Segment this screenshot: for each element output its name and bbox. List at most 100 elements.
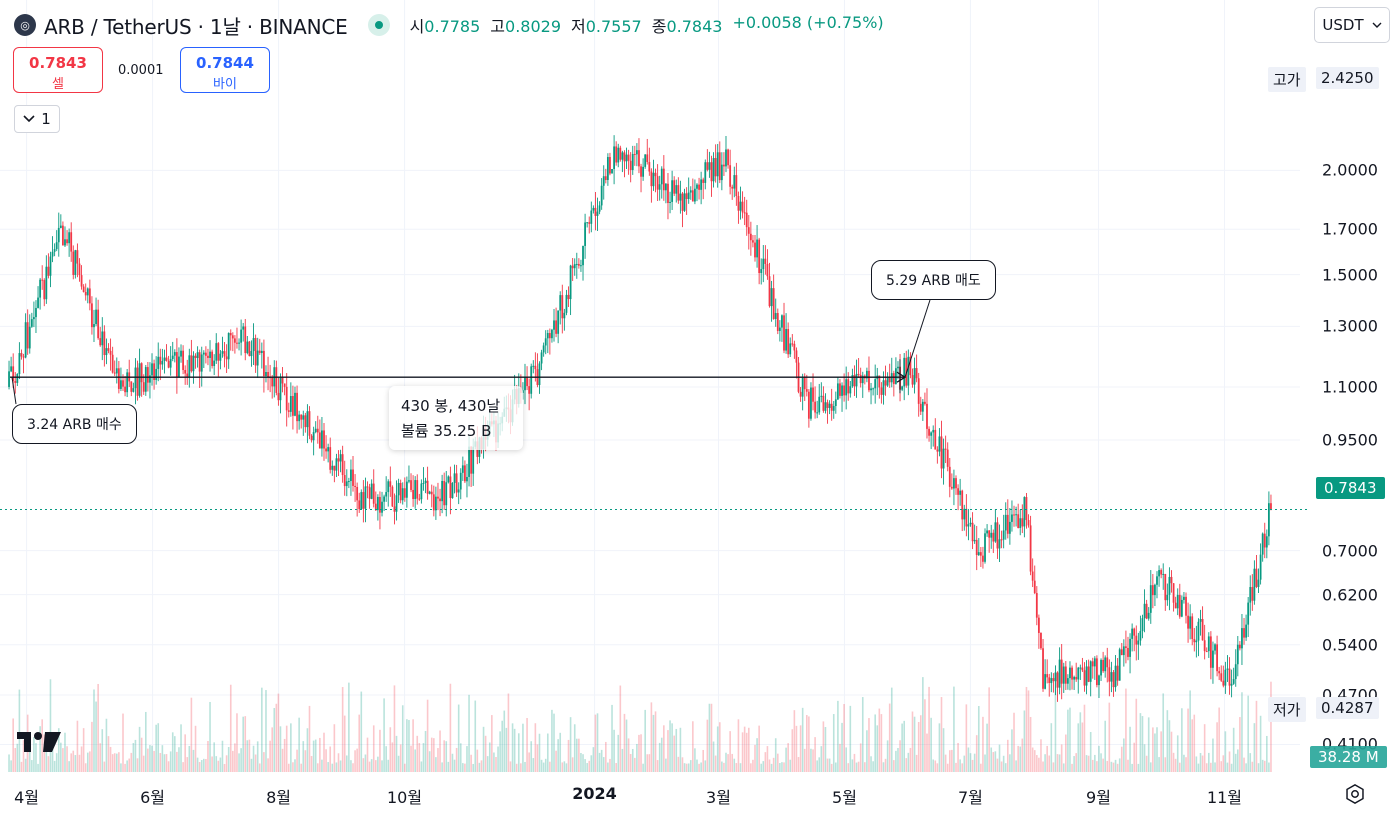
- volume-bar: [1253, 723, 1256, 772]
- tradingview-logo[interactable]: [17, 730, 63, 756]
- candle-body: [1075, 676, 1078, 680]
- volume-bar: [830, 763, 833, 772]
- candle-body: [683, 193, 686, 211]
- candle-body: [1197, 621, 1200, 641]
- volume-bar: [22, 740, 25, 772]
- volume-bar: [171, 732, 174, 772]
- candle-body: [861, 375, 864, 384]
- candle-body: [660, 168, 663, 185]
- candle-body: [1178, 594, 1181, 617]
- volume-bar: [358, 714, 361, 772]
- volume-bar: [443, 740, 445, 772]
- change-value: +0.0058 (+0.75%): [732, 13, 884, 32]
- volume-bar: [428, 751, 431, 772]
- volume-bar: [426, 699, 429, 772]
- volume-bar: [669, 720, 671, 772]
- candle-body: [153, 363, 155, 381]
- candle-body: [202, 352, 205, 355]
- buy-button[interactable]: 0.7844 바이: [180, 47, 270, 93]
- candle-body: [240, 329, 243, 343]
- sell-button[interactable]: 0.7843 셀: [13, 47, 103, 93]
- candle-body: [16, 374, 19, 383]
- volume-bar: [532, 758, 535, 772]
- candle-body: [26, 322, 29, 349]
- volume-bar: [671, 723, 673, 772]
- candle-body: [1168, 576, 1171, 595]
- volume-bar: [364, 754, 367, 772]
- volume-bar: [459, 743, 462, 772]
- buy-callout-pointer: [11, 377, 17, 405]
- volume-bar: [973, 753, 976, 772]
- volume-bar: [1058, 754, 1061, 772]
- candle-body: [787, 329, 790, 355]
- volume-bar: [1143, 744, 1146, 772]
- candle-body: [669, 201, 671, 204]
- open-label: 시: [409, 17, 425, 36]
- volume-bar: [930, 717, 932, 772]
- symbol-title[interactable]: ARB / TetherUS · 1날 · BINANCE: [44, 14, 348, 39]
- indicators-collapse-button[interactable]: 1: [14, 105, 60, 133]
- sell-annotation[interactable]: 5.29 ARB 매도: [871, 260, 996, 300]
- volume-bar: [254, 754, 257, 772]
- volume-info: 볼륨 35.25 B: [401, 422, 492, 440]
- volume-bar: [1075, 753, 1077, 772]
- candle-body: [584, 222, 586, 246]
- volume-bar: [1083, 704, 1086, 772]
- candle-body: [822, 395, 825, 411]
- candle-body: [940, 436, 943, 469]
- volume-bar: [886, 740, 889, 772]
- volume-bar: [1044, 754, 1046, 772]
- candle-body: [992, 532, 995, 542]
- candle-body: [39, 279, 42, 298]
- candle-body: [1199, 618, 1202, 622]
- volume-bar: [882, 762, 885, 772]
- candle-body: [430, 491, 433, 495]
- candle-body: [1154, 584, 1156, 596]
- gear-icon[interactable]: [1344, 783, 1366, 805]
- candle-body: [447, 476, 450, 483]
- candle-body: [35, 307, 37, 318]
- volume-bar: [868, 718, 870, 772]
- candle-body: [410, 480, 412, 490]
- volume-bar: [507, 693, 510, 772]
- volume-bar: [1210, 762, 1212, 772]
- volume-bar: [482, 726, 485, 772]
- volume-bar: [1085, 755, 1088, 772]
- candle-body: [716, 152, 719, 177]
- candle-body: [267, 372, 269, 378]
- candle-body: [1133, 628, 1136, 636]
- arb-coin-icon[interactable]: ◎: [14, 14, 36, 36]
- candle-body: [1232, 679, 1235, 684]
- volume-bar: [169, 751, 172, 772]
- candle-body: [959, 490, 962, 495]
- candle-body: [1220, 673, 1223, 681]
- volume-bar: [1052, 762, 1055, 772]
- candle-body: [151, 363, 153, 376]
- currency-select[interactable]: USDT: [1314, 7, 1390, 43]
- buy-annotation[interactable]: 3.24 ARB 매수: [12, 404, 137, 444]
- candle-body: [907, 356, 910, 386]
- volume-bar: [741, 732, 744, 772]
- volume-bar: [785, 747, 787, 772]
- volume-bar: [905, 758, 908, 772]
- candle-body: [1071, 667, 1073, 680]
- volume-bar: [706, 719, 709, 772]
- ohlc-values: 시0.7785 고0.8029 저0.7557 종0.7843 +0.0058 …: [410, 13, 884, 37]
- candle-body: [635, 150, 638, 155]
- volume-bar: [940, 697, 943, 772]
- volume-bar: [134, 739, 137, 772]
- volume-bar: [250, 758, 253, 772]
- volume-bar: [1009, 754, 1011, 772]
- volume-bar: [642, 763, 644, 772]
- candle-body: [113, 372, 116, 374]
- candle-body: [248, 341, 251, 357]
- candle-body: [217, 343, 220, 361]
- volume-bar: [716, 726, 719, 772]
- candle-body: [936, 449, 939, 452]
- volume-bar: [1071, 763, 1073, 772]
- candle-body: [165, 357, 168, 361]
- candle-body: [1218, 671, 1221, 674]
- volume-bar: [203, 758, 205, 772]
- candle-body: [457, 489, 460, 493]
